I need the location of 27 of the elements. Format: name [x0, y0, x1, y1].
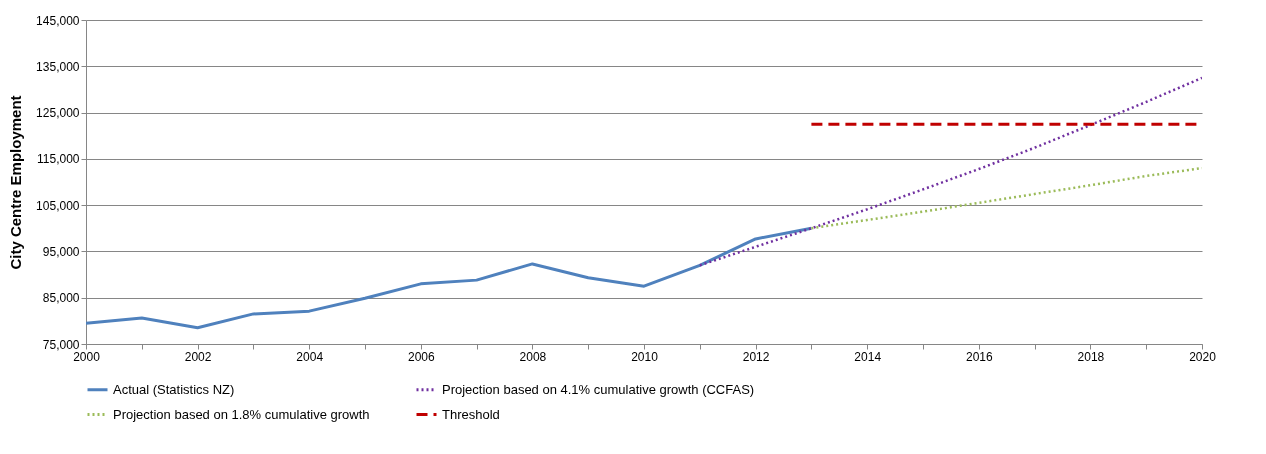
x-tick-label: 2014 — [854, 349, 882, 364]
y-axis-title: City Centre Employment — [7, 95, 25, 270]
x-tick-label: 2016 — [965, 349, 993, 364]
y-tick-label: 85,000 — [42, 291, 80, 306]
x-tick-label: 2010 — [631, 349, 659, 364]
x-tick-label: 2004 — [296, 349, 324, 364]
x-tick-label: 2002 — [184, 349, 212, 364]
legend-label: Projection based on 1.8% cumulative growth — [113, 406, 370, 422]
y-tick-label: 105,000 — [36, 198, 80, 213]
x-tick-label: 2018 — [1077, 349, 1105, 364]
legend-label: Threshold — [442, 406, 500, 422]
y-tick-label: 145,000 — [36, 13, 80, 28]
y-tick-label: 125,000 — [36, 106, 80, 121]
y-tick-label: 75,000 — [42, 337, 80, 352]
line-series — [698, 76, 1202, 267]
y-tick-label: 135,000 — [36, 59, 80, 74]
line-series — [810, 166, 1202, 230]
x-tick-label: 2008 — [519, 349, 547, 364]
y-tick-label: 115,000 — [37, 152, 80, 167]
x-tick-label: 2012 — [742, 349, 770, 364]
y-tick-label: 95,000 — [42, 244, 80, 259]
line-series — [86, 226, 813, 330]
x-tick-label: 2000 — [73, 349, 101, 364]
x-tick-label: 2020 — [1189, 349, 1217, 364]
legend-label: Projection based on 4.1% cumulative growth (CCFAS) — [442, 381, 755, 397]
x-tick-label: 2006 — [407, 349, 435, 364]
legend-label: Actual (Statistics NZ) — [113, 381, 235, 397]
